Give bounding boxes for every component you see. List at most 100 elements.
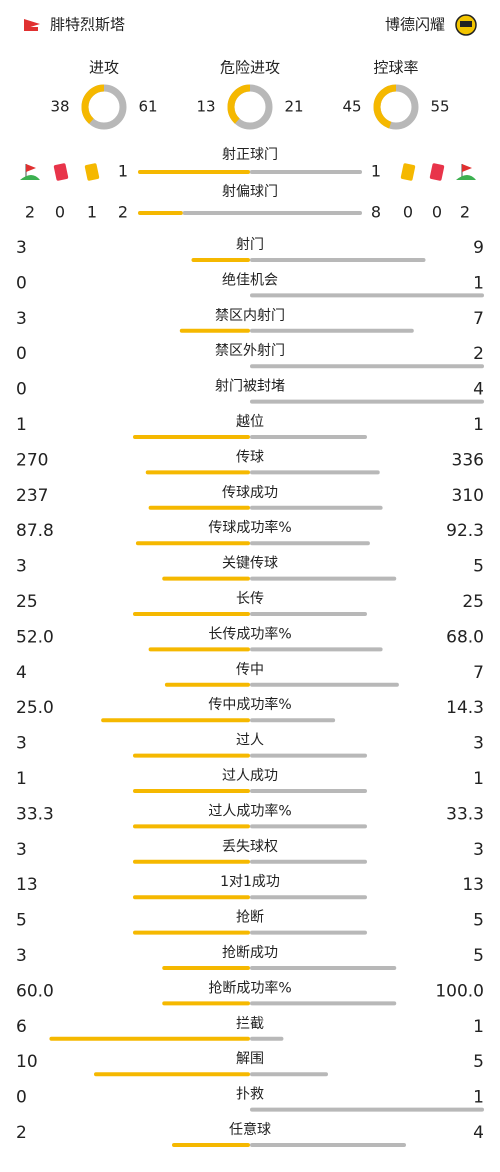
stat-away: 1	[473, 769, 484, 789]
stat-bar-home	[162, 1001, 250, 1006]
stat-bar-home	[133, 824, 250, 829]
stat-home: 0	[16, 1088, 27, 1108]
stat-home: 10	[16, 1052, 38, 1072]
away-logo	[455, 14, 477, 36]
stat-away: 3	[473, 840, 484, 860]
stat-label: 抢断	[236, 909, 264, 926]
stat-bar-away	[250, 1107, 484, 1112]
card-count: 1	[87, 203, 97, 222]
stat-away: 14.3	[446, 698, 484, 718]
stat-bar-away	[250, 541, 370, 546]
stat-bar-home	[94, 1072, 250, 1077]
summary-label: 危险进攻	[220, 59, 280, 77]
stat-home: 3	[16, 840, 27, 860]
stat-bar-away	[250, 258, 426, 262]
stat-bar-away	[250, 293, 484, 298]
stat-bar-away	[250, 505, 383, 510]
home-yellow-card-icon	[84, 163, 100, 181]
stat-home: 52.0	[16, 627, 54, 647]
away-corner-icon	[456, 164, 476, 180]
stat-bar-home	[172, 1143, 250, 1147]
stat-label: 绝佳机会	[222, 272, 278, 288]
stat-bar-home	[145, 470, 250, 475]
stat-away: 5	[473, 911, 484, 931]
stat-home: 13	[16, 875, 38, 895]
shot-label: 射正球门	[222, 147, 278, 163]
stat-bar-away	[250, 930, 367, 935]
stat-bar-away	[250, 576, 397, 581]
stat-away: 5	[473, 946, 484, 966]
stat-away: 4	[473, 1123, 484, 1143]
stat-label: 关键传球	[222, 556, 278, 572]
stat-label: 长传	[236, 591, 264, 607]
stat-home: 25.0	[16, 698, 54, 718]
shot-bar-away	[250, 170, 362, 174]
stat-label: 拦截	[236, 1016, 264, 1032]
stat-away: 7	[473, 309, 484, 329]
stat-label: 过人	[236, 733, 264, 749]
stat-bar-home	[135, 541, 250, 546]
stat-away: 310	[452, 486, 484, 506]
stat-home: 4	[16, 663, 27, 683]
away-red-card-icon	[429, 163, 445, 181]
stat-bar-away	[250, 1001, 397, 1006]
stat-away: 4	[473, 380, 484, 400]
stat-bar-away	[250, 1072, 328, 1077]
stat-home: 270	[16, 450, 48, 470]
stat-label: 射门被封堵	[215, 379, 285, 395]
stat-bar-away	[250, 470, 380, 475]
stat-label: 任意球	[229, 1121, 271, 1138]
stat-label: 越位	[236, 414, 264, 430]
stat-bar-away	[250, 435, 367, 439]
stat-home: 3	[16, 734, 27, 754]
stat-home: 3	[16, 309, 27, 329]
card-count: 2	[25, 203, 35, 222]
stat-bar-home	[133, 930, 250, 935]
stat-home: 33.3	[16, 804, 54, 824]
stat-home: 237	[16, 486, 48, 506]
stat-bar-home	[133, 789, 250, 793]
summary-home: 13	[196, 98, 215, 116]
home-red-card-icon	[53, 163, 69, 181]
home-team: 腓特烈斯塔	[50, 16, 125, 34]
stat-away: 13	[462, 875, 484, 895]
stat-bar-home	[133, 859, 250, 864]
donut-home	[227, 84, 273, 130]
stat-bar-away	[250, 859, 367, 864]
stat-home: 0	[16, 380, 27, 400]
home-corner-icon	[20, 164, 40, 180]
stat-away: 92.3	[446, 521, 484, 541]
stat-bar-away	[250, 824, 367, 829]
summary-home: 38	[50, 98, 69, 116]
stat-bar-away	[250, 895, 367, 900]
shot-away: 8	[371, 203, 381, 222]
stat-home: 2	[16, 1123, 27, 1143]
stat-away: 5	[473, 1052, 484, 1072]
stat-label: 传球	[236, 449, 264, 465]
donut-home	[81, 84, 127, 130]
stat-away: 1	[473, 1017, 484, 1037]
stat-bar-home	[133, 612, 250, 616]
stat-away: 100.0	[435, 981, 484, 1001]
shot-home: 2	[118, 203, 128, 222]
stat-home: 6	[16, 1017, 27, 1037]
summary-label: 控球率	[373, 59, 418, 77]
stat-home: 0	[16, 344, 27, 364]
stat-label: 传球成功	[222, 485, 278, 501]
stat-home: 3	[16, 946, 27, 966]
stat-away: 33.3	[446, 804, 484, 824]
away-yellow-card-icon	[400, 163, 416, 181]
stat-label: 禁区外射门	[215, 343, 285, 359]
stat-bar-away	[250, 1036, 284, 1041]
summary-away: 55	[430, 98, 449, 116]
stat-bar-home	[133, 435, 250, 439]
stat-home: 1	[16, 769, 27, 789]
stat-label: 长传成功率%	[208, 625, 291, 642]
shot-bar-home	[138, 170, 250, 174]
card-count: 0	[403, 203, 413, 222]
stat-bar-away	[250, 718, 336, 723]
card-count: 2	[460, 203, 470, 222]
shot-bar-away	[182, 211, 362, 215]
